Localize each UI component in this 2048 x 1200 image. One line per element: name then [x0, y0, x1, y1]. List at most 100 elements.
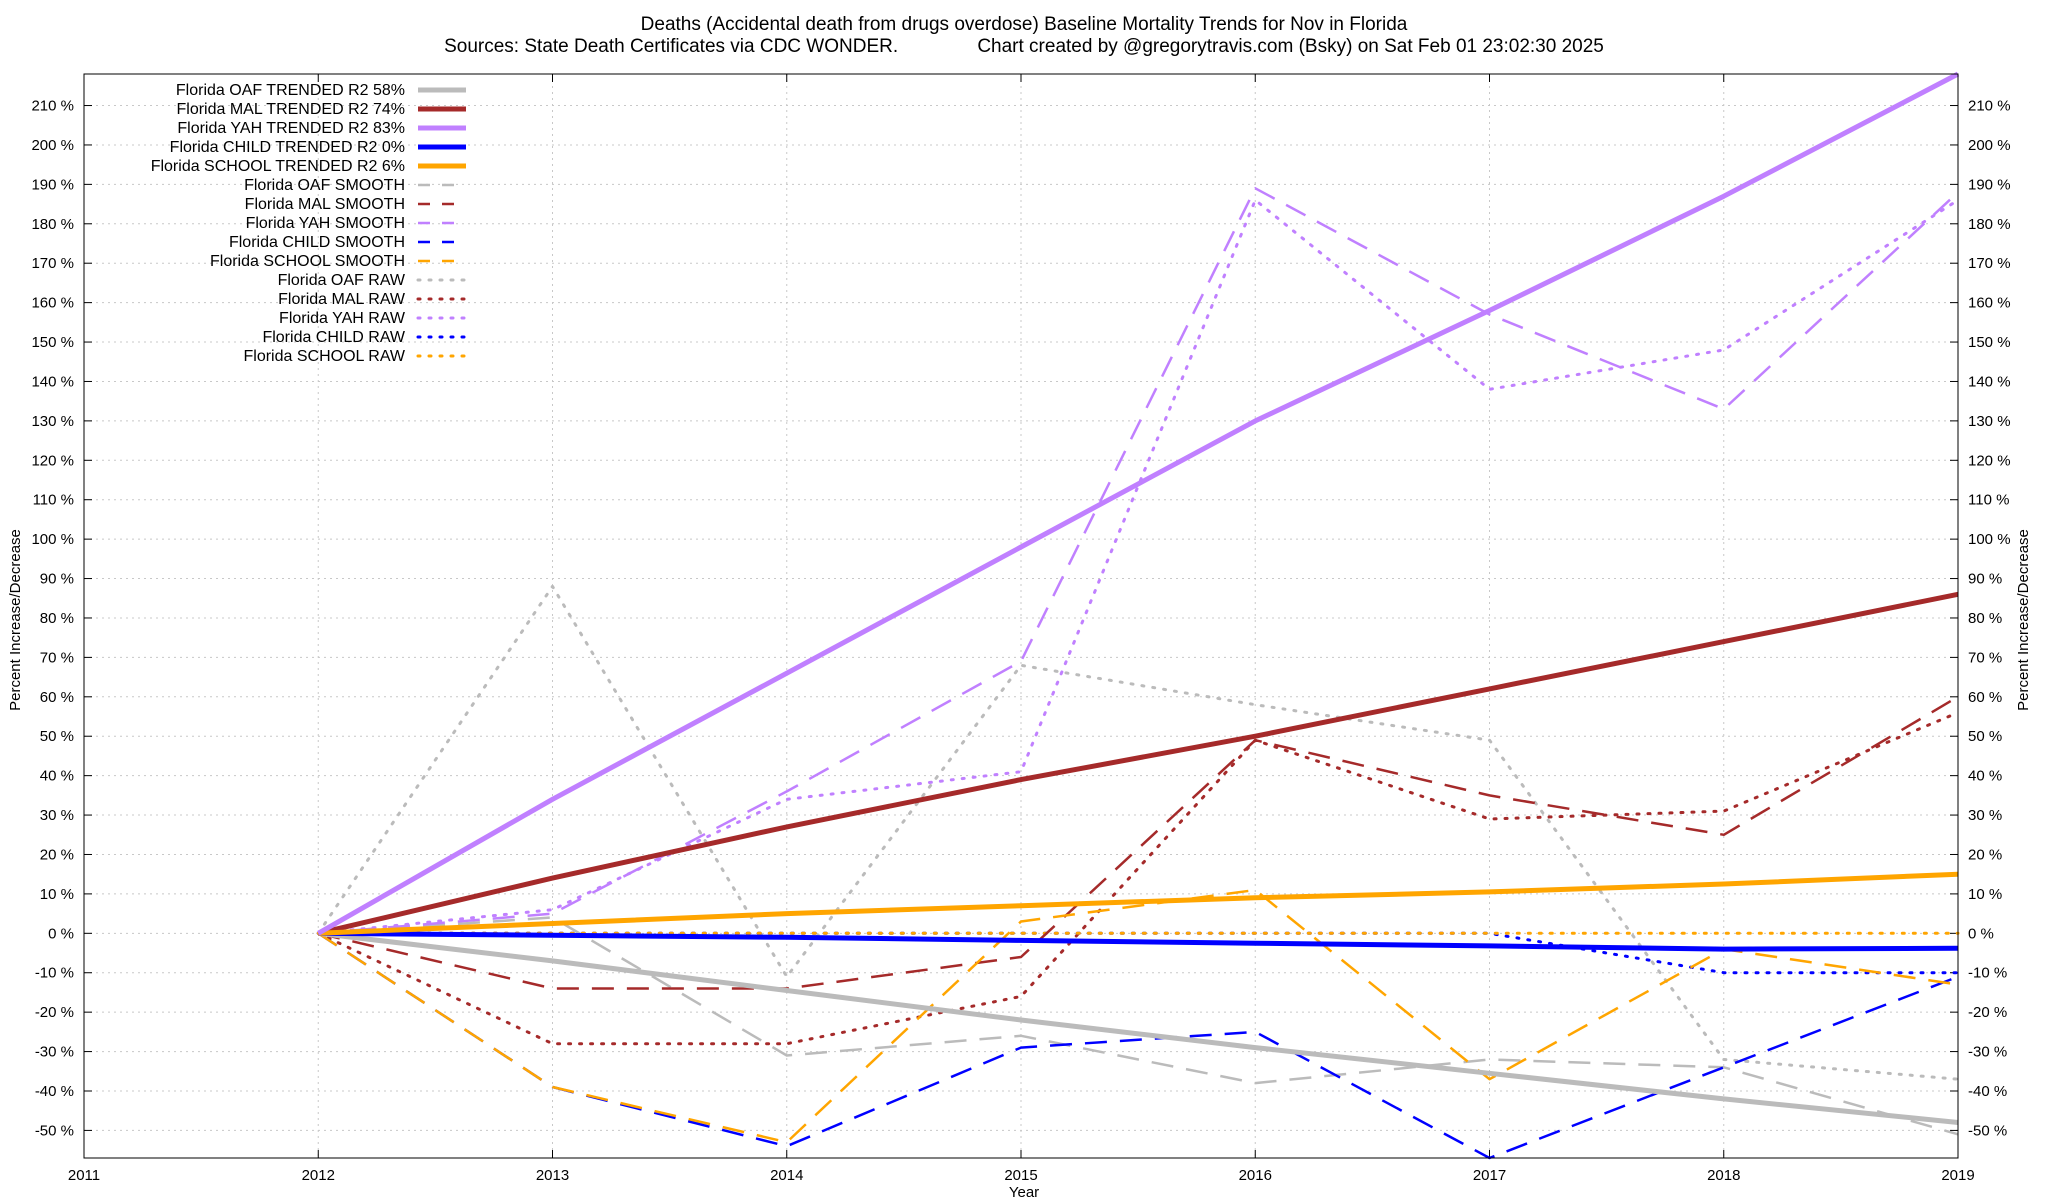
y-tick-label: 160 %	[31, 295, 74, 312]
y2-tick-label: 200 %	[1968, 137, 2011, 154]
legend-label-14: Florida SCHOOL RAW	[243, 348, 405, 365]
chart-subtitle: Sources: State Death Certificates via CD…	[444, 36, 1604, 57]
y2-tick-label: 140 %	[1968, 373, 2011, 390]
series-line-1	[317, 591, 1959, 936]
y-tick-label: 190 %	[31, 176, 74, 193]
series-line-13	[316, 931, 1960, 975]
series-line-2	[317, 71, 1960, 936]
series-line-12	[316, 198, 1960, 935]
y2-tick-label: 70 %	[1968, 649, 2002, 666]
legend-label-11: Florida MAL RAW	[278, 291, 406, 308]
y2-tick-label: -50 %	[1968, 1122, 2007, 1139]
y-tick-label: 80 %	[40, 610, 74, 627]
y2-tick-label: -20 %	[1968, 1004, 2007, 1021]
y-tick-label: -50 %	[35, 1122, 74, 1139]
y2-tick-label: -40 %	[1968, 1083, 2007, 1100]
legend-label-7: Florida YAH SMOOTH	[246, 215, 405, 232]
y-tick-label: 120 %	[31, 452, 74, 469]
plot-border	[83, 73, 1959, 1159]
y2-tick-label: 40 %	[1968, 768, 2002, 785]
y-tick-label: 40 %	[40, 768, 74, 785]
y2-tick-label: 80 %	[1968, 610, 2002, 627]
y-tick-label: 10 %	[40, 886, 74, 903]
y-tick-label: 20 %	[40, 846, 74, 863]
x-tick-label: 2011	[68, 1167, 100, 1184]
series-line-8	[317, 932, 1959, 1160]
legend-label-12: Florida YAH RAW	[279, 310, 406, 327]
y2-tick-label: 190 %	[1968, 176, 2011, 193]
y-tick-label: 210 %	[31, 98, 74, 115]
y-tick-label: -40 %	[35, 1083, 74, 1100]
x-tick-label: 2017	[1473, 1167, 1506, 1184]
x-tick-label: 2016	[1239, 1167, 1272, 1184]
y-tick-label: 60 %	[40, 689, 74, 706]
y-axis-label: Percent Increase/Decrease	[7, 529, 24, 711]
series-line-9	[317, 888, 1959, 1144]
series-line-11	[316, 711, 1960, 1046]
legend-label-2: Florida YAH TRENDED R2 83%	[177, 120, 405, 137]
y2-tick-label: 0 %	[1968, 925, 1994, 942]
y2-tick-label: 160 %	[1968, 295, 2011, 312]
x-tick-label: 2014	[770, 1167, 803, 1184]
y-tick-label: 140 %	[31, 373, 74, 390]
y-tick-label: -30 %	[35, 1044, 74, 1061]
y2-tick-label: -30 %	[1968, 1044, 2007, 1061]
legend-label-3: Florida CHILD TRENDED R2 0%	[170, 139, 405, 156]
legend-label-6: Florida MAL SMOOTH	[245, 196, 405, 213]
axis-ticks: -50 % -50 % -40 % -40 % -30 % -30 % -20 % -20 %…	[31, 74, 2011, 1184]
y-tick-label: 50 %	[40, 728, 74, 745]
legend-label-10: Florida OAF RAW	[278, 272, 406, 289]
legend-label-4: Florida SCHOOL TRENDED R2 6%	[151, 158, 405, 175]
legend-label-13: Florida CHILD RAW	[262, 329, 405, 346]
y2-axis-label: Percent Increase/Decrease	[2015, 529, 2032, 711]
series-line-6	[318, 695, 1959, 990]
y-tick-label: -20 %	[35, 1004, 74, 1021]
series-line-4	[318, 871, 1959, 936]
series-line-3	[318, 930, 1959, 952]
y-tick-label: 30 %	[40, 807, 74, 824]
y2-tick-label: 150 %	[1968, 334, 2011, 351]
legend-label-1: Florida MAL TRENDED R2 74%	[176, 101, 405, 118]
y2-tick-label: 110 %	[1968, 492, 2009, 509]
y2-tick-label: 50 %	[1968, 728, 2002, 745]
y2-tick-label: -10 %	[1968, 965, 2007, 982]
series-line-0	[318, 930, 1959, 1125]
series-line-7	[318, 187, 1959, 935]
y2-tick-label: 90 %	[1968, 571, 2002, 588]
series-line-10	[316, 584, 1960, 1081]
chart-title: Deaths (Accidental death from drugs over…	[641, 14, 1408, 35]
y2-tick-label: 180 %	[1968, 216, 2011, 233]
y2-tick-label: 210 %	[1968, 98, 2011, 115]
y2-tick-label: 10 %	[1968, 886, 2002, 903]
y2-tick-label: 20 %	[1968, 846, 2002, 863]
series-lines	[316, 71, 1960, 1160]
legend-label-0: Florida OAF TRENDED R2 58%	[176, 82, 405, 99]
legend-label-9: Florida SCHOOL SMOOTH	[210, 253, 405, 270]
y-tick-label: 90 %	[40, 571, 74, 588]
legend: Florida OAF TRENDED R2 58% Florida MAL TR…	[151, 82, 468, 365]
y-tick-label: 0 %	[48, 925, 74, 942]
y-tick-label: 170 %	[31, 255, 74, 272]
y-tick-label: 70 %	[40, 649, 74, 666]
series-line-5	[318, 916, 1959, 1136]
y-tick-label: -10 %	[35, 965, 74, 982]
y-tick-label: 180 %	[31, 216, 74, 233]
y-tick-label: 110 %	[33, 492, 74, 509]
x-tick-label: 2015	[1004, 1167, 1037, 1184]
x-tick-label: 2018	[1707, 1167, 1740, 1184]
y-tick-label: 100 %	[31, 531, 74, 548]
x-tick-label: 2019	[1941, 1167, 1974, 1184]
y-tick-label: 200 %	[31, 137, 74, 154]
y2-tick-label: 130 %	[1968, 413, 2011, 430]
y-tick-label: 130 %	[31, 413, 74, 430]
y2-tick-label: 30 %	[1968, 807, 2002, 824]
x-axis-label: Year	[1009, 1184, 1039, 1200]
y2-tick-label: 120 %	[1968, 452, 2011, 469]
legend-label-5: Florida OAF SMOOTH	[244, 177, 405, 194]
y-tick-label: 150 %	[31, 334, 74, 351]
y2-tick-label: 170 %	[1968, 255, 2011, 272]
x-tick-label: 2013	[536, 1167, 569, 1184]
legend-label-8: Florida CHILD SMOOTH	[229, 234, 405, 251]
